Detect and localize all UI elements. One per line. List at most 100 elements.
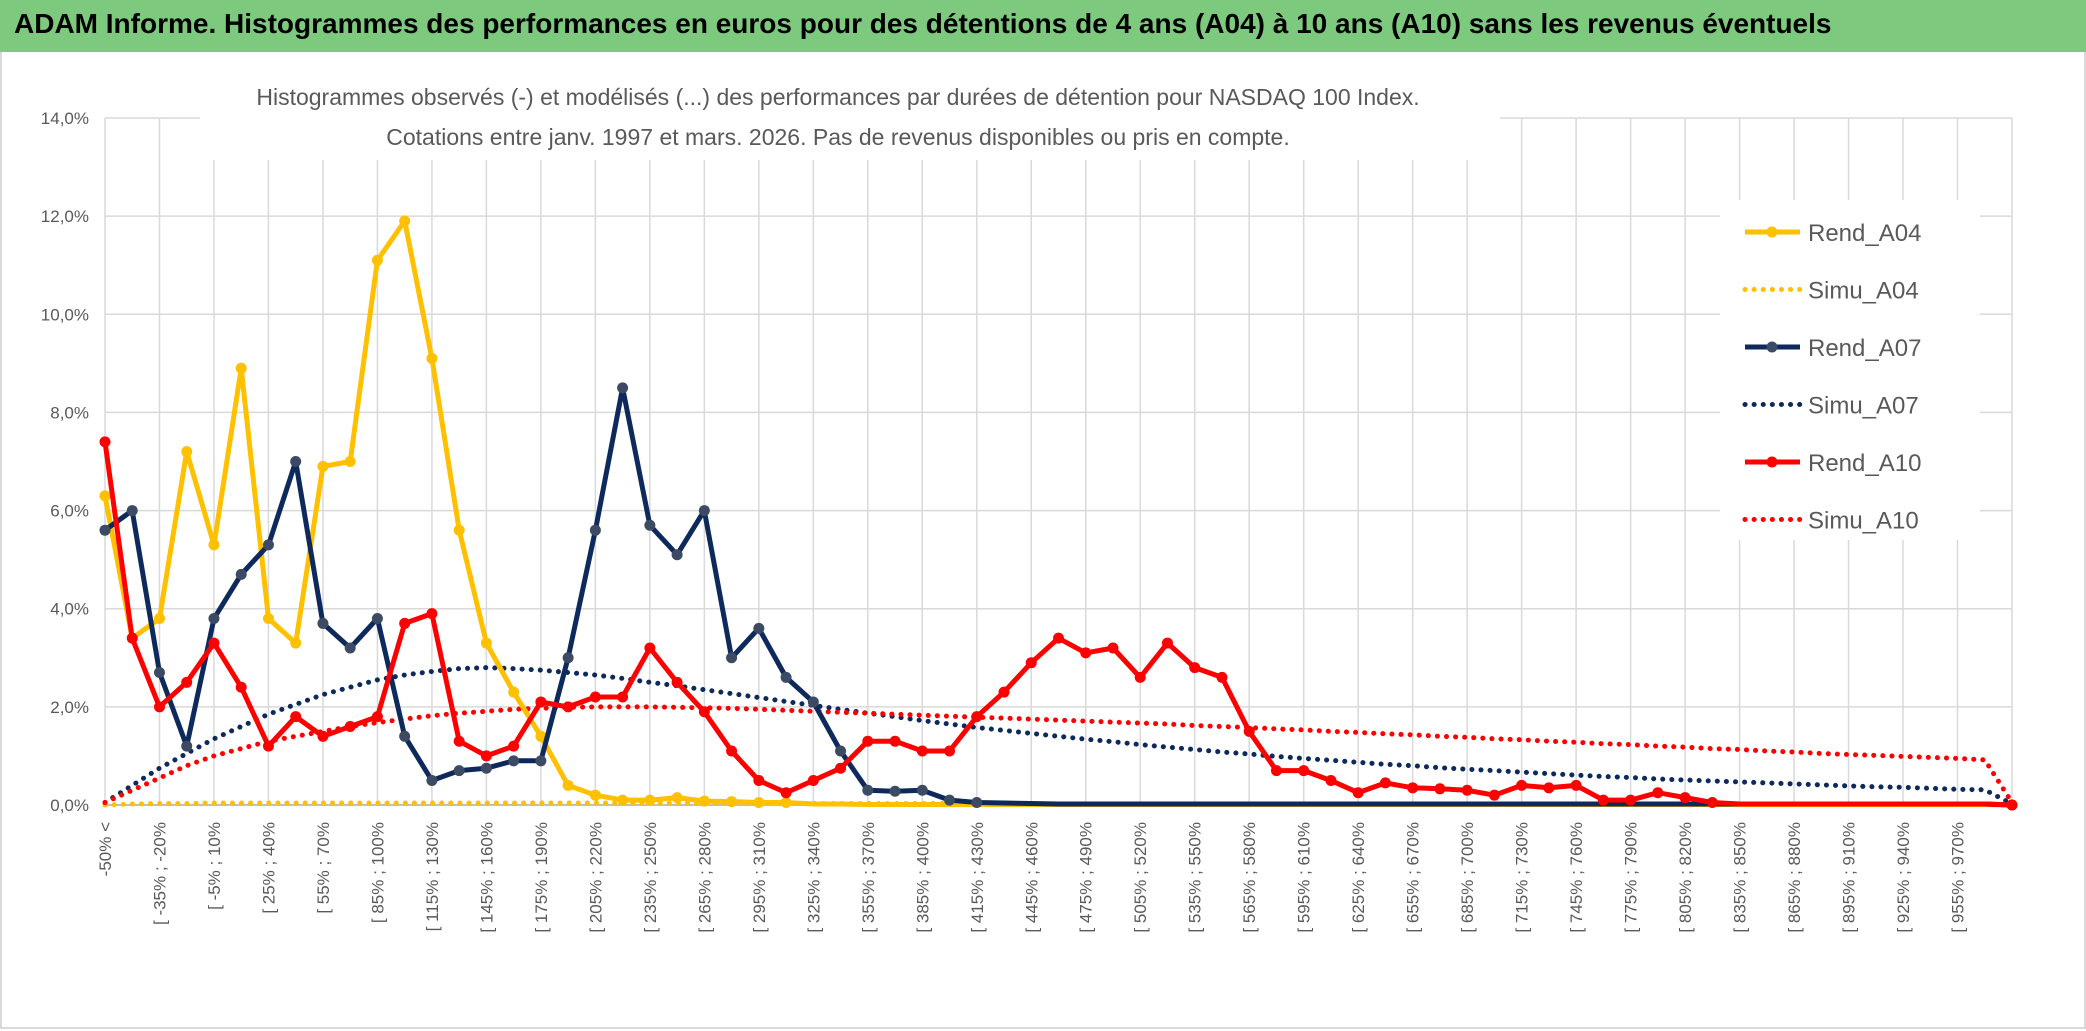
- x-tick-label: [ 685% ; 700%: [1458, 822, 1477, 933]
- legend-label-Simu_A07: Simu_A07: [1808, 393, 1919, 420]
- point-Rend_A04: [317, 460, 329, 472]
- series-Rend_A07: [99, 382, 2018, 811]
- x-tick-label: [ 385% ; 400%: [913, 822, 932, 933]
- x-tick-label: [ 565% ; 580%: [1240, 822, 1259, 933]
- point-Rend_A10: [1461, 784, 1473, 796]
- line-Simu_A07: [102, 665, 2015, 807]
- point-Rend_A07: [535, 755, 547, 767]
- y-tick-label: 10,0%: [41, 305, 89, 324]
- y-tick-label: 2,0%: [50, 698, 89, 717]
- point-Rend_A10: [698, 706, 710, 718]
- point-Rend_A10: [1243, 725, 1255, 737]
- report-title: ADAM Informe. Histogrammes des performan…: [14, 8, 1832, 39]
- point-Rend_A07: [453, 765, 465, 777]
- point-Rend_A07: [780, 671, 792, 683]
- x-tick-label: [ 895% ; 910%: [1840, 822, 1859, 933]
- x-tick-label: [ 955% ; 970%: [1949, 822, 1968, 933]
- point-Rend_A10: [617, 691, 629, 703]
- point-Rend_A10: [889, 735, 901, 747]
- point-Rend_A07: [262, 539, 274, 551]
- point-Rend_A04: [480, 637, 492, 649]
- point-Rend_A07: [944, 794, 956, 806]
- point-Rend_A07: [644, 519, 656, 531]
- point-Rend_A04: [99, 490, 111, 502]
- point-Rend_A07: [807, 696, 819, 708]
- point-Rend_A07: [153, 667, 165, 679]
- point-Rend_A10: [1080, 647, 1092, 659]
- x-tick-label: [ 835% ; 850%: [1731, 822, 1750, 933]
- x-tick-label: [ 745% ; 760%: [1567, 822, 1586, 933]
- point-Rend_A04: [726, 796, 738, 808]
- x-tick-label: [ 175% ; 190%: [532, 822, 551, 933]
- point-Rend_A07: [617, 382, 629, 394]
- point-Rend_A04: [617, 794, 629, 806]
- series-Simu_A10: [102, 704, 2015, 805]
- point-Rend_A04: [262, 613, 274, 625]
- point-Rend_A10: [1652, 787, 1664, 799]
- point-Rend_A10: [99, 436, 111, 448]
- point-Rend_A07: [562, 652, 574, 664]
- point-Rend_A10: [126, 632, 138, 644]
- legend-background: [1720, 200, 1980, 540]
- point-Rend_A10: [262, 740, 274, 752]
- x-tick-label: [ 265% ; 280%: [695, 822, 714, 933]
- point-Rend_A10: [453, 735, 465, 747]
- x-tick-label: [ 505% ; 520%: [1131, 822, 1150, 933]
- x-tick-label: [ 415% ; 430%: [968, 822, 987, 933]
- point-Rend_A07: [835, 745, 847, 757]
- line-Rend_A07: [103, 385, 2013, 808]
- point-Rend_A07: [426, 774, 438, 786]
- point-Rend_A10: [1625, 794, 1637, 806]
- x-tick-label: [ 235% ; 250%: [641, 822, 660, 933]
- point-Rend_A10: [1379, 777, 1391, 789]
- x-tick-label: [ 475% ; 490%: [1077, 822, 1096, 933]
- x-tick-label: [ 625% ; 640%: [1349, 822, 1368, 933]
- chart-title-line1: Histogrammes observés (-) et modélisés (…: [256, 84, 1419, 110]
- point-Rend_A10: [317, 730, 329, 742]
- point-Rend_A10: [1352, 787, 1364, 799]
- point-Rend_A07: [99, 524, 111, 536]
- point-Rend_A10: [998, 686, 1010, 698]
- point-Rend_A10: [726, 745, 738, 757]
- point-Rend_A10: [807, 774, 819, 786]
- x-tick-label: [ -5% ; 10%: [205, 822, 224, 910]
- point-Rend_A10: [1597, 794, 1609, 806]
- y-tick-label: 8,0%: [50, 403, 89, 422]
- point-Rend_A07: [589, 524, 601, 536]
- x-tick-label: [ 805% ; 820%: [1676, 822, 1695, 933]
- point-Rend_A04: [644, 794, 656, 806]
- point-Rend_A07: [971, 797, 983, 809]
- chart-title-line2: Cotations entre janv. 1997 et mars. 2026…: [386, 124, 1290, 150]
- legend: Rend_A04 Simu_A04 Rend_A07 Simu_A07 Rend_A10…: [1720, 200, 1980, 540]
- point-Rend_A07: [181, 740, 193, 752]
- point-Rend_A10: [644, 642, 656, 654]
- point-Rend_A10: [1134, 671, 1146, 683]
- x-tick-label: [ 775% ; 790%: [1622, 822, 1641, 933]
- legend-label-Rend_A10: Rend_A10: [1808, 450, 1921, 477]
- x-tick-label: [ 535% ; 550%: [1186, 822, 1205, 933]
- point-Rend_A07: [671, 549, 683, 561]
- point-Rend_A10: [1298, 765, 1310, 777]
- x-tick-label: [ 85% ; 100%: [368, 822, 387, 923]
- point-Rend_A10: [862, 735, 874, 747]
- point-Rend_A10: [399, 617, 411, 629]
- point-Rend_A07: [344, 642, 356, 654]
- x-tick-label: [ 355% ; 370%: [859, 822, 878, 933]
- x-tick-label: [ 715% ; 730%: [1513, 822, 1532, 933]
- title-banner: ADAM Informe. Histogrammes des performan…: [0, 0, 2086, 54]
- point-Rend_A07: [480, 762, 492, 774]
- series-Rend_A10: [99, 436, 2018, 811]
- x-tick-label: [ 55% ; 70%: [314, 822, 333, 914]
- point-Rend_A04: [698, 795, 710, 807]
- point-Rend_A04: [235, 362, 247, 374]
- subtitle-background: [200, 72, 1500, 160]
- x-tick-label: [ 325% ; 340%: [804, 822, 823, 933]
- point-Rend_A07: [753, 622, 765, 634]
- point-Rend_A10: [562, 701, 574, 713]
- x-tick-label: [ 655% ; 670%: [1404, 822, 1423, 933]
- point-Rend_A10: [1543, 782, 1555, 794]
- point-Rend_A10: [916, 745, 928, 757]
- series-Simu_A07: [102, 665, 2015, 807]
- point-Rend_A10: [1488, 789, 1500, 801]
